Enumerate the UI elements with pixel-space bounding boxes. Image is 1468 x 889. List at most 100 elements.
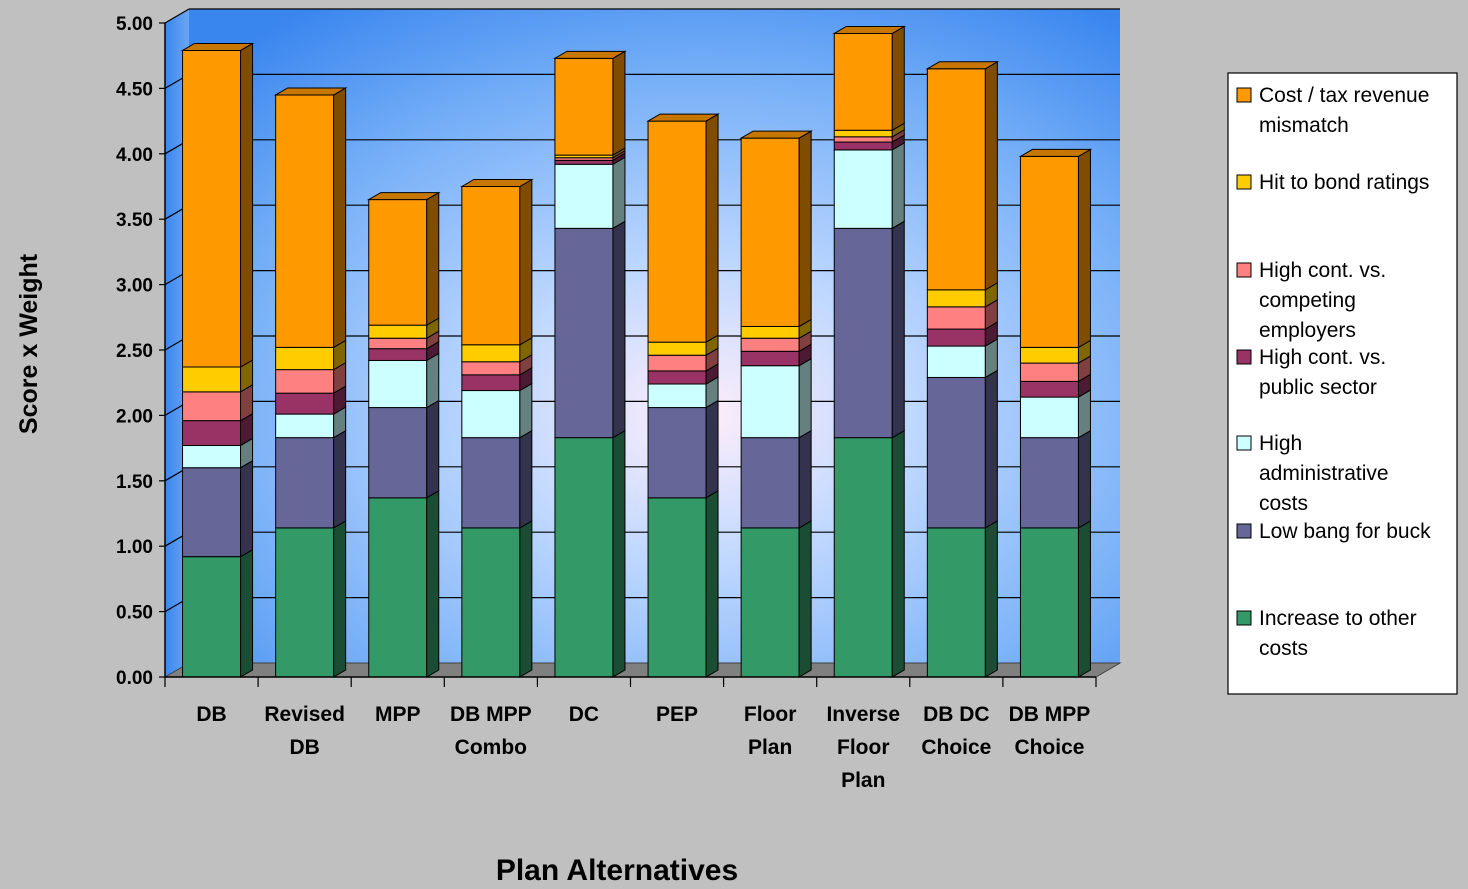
bar-segment bbox=[740, 357, 812, 439]
bar-segment bbox=[461, 520, 533, 678]
bar-side bbox=[1077, 389, 1091, 439]
bar-segment bbox=[461, 353, 533, 376]
gridline-side bbox=[164, 8, 190, 24]
bar-side bbox=[1077, 520, 1091, 678]
bar-face bbox=[182, 391, 242, 422]
bar-segment bbox=[461, 178, 533, 346]
bar-side bbox=[798, 357, 812, 439]
legend-item: Low bang for buck bbox=[1236, 520, 1431, 543]
bar-face bbox=[461, 390, 521, 439]
bar-face bbox=[1019, 362, 1079, 382]
bar-segment bbox=[182, 548, 254, 678]
legend-item: High administrative costs bbox=[1236, 432, 1389, 515]
bar-face bbox=[647, 341, 707, 356]
x-tick-label: DB bbox=[196, 703, 226, 726]
bar-face bbox=[1019, 380, 1079, 398]
legend-label: Cost / tax revenue mismatch bbox=[1259, 84, 1429, 137]
bar-side bbox=[519, 178, 533, 346]
bar-side bbox=[426, 399, 440, 499]
legend-swatch bbox=[1236, 435, 1252, 451]
y-tick-label: 4.00 bbox=[116, 145, 153, 166]
y-tick-label: 0.50 bbox=[116, 603, 153, 624]
bar-side bbox=[240, 42, 254, 368]
bar-segment bbox=[647, 489, 719, 678]
bar-face bbox=[926, 289, 986, 308]
bar-side bbox=[612, 156, 626, 230]
legend-swatch bbox=[1236, 87, 1252, 103]
bar-segment bbox=[647, 113, 719, 344]
bar-segment bbox=[833, 25, 905, 132]
bar-face bbox=[554, 163, 614, 229]
bar-stack bbox=[273, 87, 348, 678]
bar-face bbox=[275, 392, 335, 415]
bar-side bbox=[333, 87, 347, 349]
bar-segment bbox=[368, 317, 440, 340]
bar-face bbox=[833, 129, 893, 138]
bar-segment bbox=[182, 437, 254, 469]
bar-face bbox=[647, 354, 707, 372]
bar-top bbox=[273, 87, 348, 96]
legend-label: High administrative costs bbox=[1259, 432, 1389, 515]
y-tick-label: 4.50 bbox=[116, 79, 153, 100]
x-tick-label: MPP bbox=[375, 703, 421, 726]
bar-face bbox=[461, 527, 521, 678]
bar-side bbox=[1077, 429, 1091, 529]
bar-side bbox=[798, 130, 812, 328]
bar-stack bbox=[180, 42, 255, 678]
bar-segment bbox=[647, 363, 719, 385]
legend-box bbox=[1227, 72, 1458, 695]
bar-face bbox=[368, 407, 428, 499]
bar-face bbox=[740, 350, 800, 367]
bar-side bbox=[519, 382, 533, 439]
bar-side bbox=[519, 520, 533, 678]
bar-face bbox=[275, 437, 335, 529]
x-tick-label: Inverse Floor Plan bbox=[826, 703, 900, 792]
bar-face bbox=[368, 348, 428, 361]
bar-face bbox=[740, 437, 800, 529]
bar-face bbox=[740, 527, 800, 678]
bar-side bbox=[426, 191, 440, 327]
bar-face bbox=[740, 137, 800, 327]
bar-face bbox=[833, 227, 893, 439]
bar-segment bbox=[275, 520, 347, 678]
bar-top bbox=[925, 61, 1000, 70]
bar-face bbox=[368, 359, 428, 409]
bar-segment bbox=[926, 298, 998, 330]
bar-face bbox=[833, 149, 893, 229]
legend-item: Cost / tax revenue mismatch bbox=[1236, 84, 1429, 137]
bar-face bbox=[1019, 437, 1079, 529]
bar-face bbox=[740, 325, 800, 339]
bar-face bbox=[833, 32, 893, 131]
bar-segment bbox=[833, 220, 905, 439]
bar-face bbox=[182, 467, 242, 558]
bar-face bbox=[1019, 346, 1079, 364]
bar-segment bbox=[926, 321, 998, 347]
bar-face bbox=[926, 306, 986, 330]
bar-side bbox=[705, 113, 719, 344]
bar-face bbox=[1019, 396, 1079, 439]
bar-face bbox=[182, 556, 242, 678]
bar-side bbox=[891, 429, 905, 678]
bar-segment bbox=[275, 87, 347, 349]
legend-label: High cont. vs. public sector bbox=[1259, 346, 1386, 399]
bar-face bbox=[554, 159, 614, 165]
x-axis-title: Plan Alternatives bbox=[496, 854, 738, 884]
bar-side bbox=[891, 220, 905, 439]
bar-face bbox=[554, 227, 614, 439]
bar-face bbox=[647, 370, 707, 385]
bar-stack bbox=[925, 60, 1000, 678]
bar-segment bbox=[182, 42, 254, 368]
bar-stack bbox=[366, 191, 441, 678]
bar-face bbox=[833, 136, 893, 143]
legend-item: Hit to bond ratings bbox=[1236, 171, 1429, 194]
bar-segment bbox=[461, 382, 533, 439]
legend-item: High cont. vs. public sector bbox=[1236, 346, 1386, 399]
bar-face bbox=[833, 141, 893, 151]
legend-label: High cont. vs. competing employers bbox=[1259, 259, 1386, 342]
bar-face bbox=[182, 444, 242, 469]
bar-face bbox=[647, 407, 707, 499]
bar-segment bbox=[368, 352, 440, 409]
y-axis-title: Score x Weight bbox=[15, 253, 43, 434]
bar-side bbox=[984, 60, 998, 291]
